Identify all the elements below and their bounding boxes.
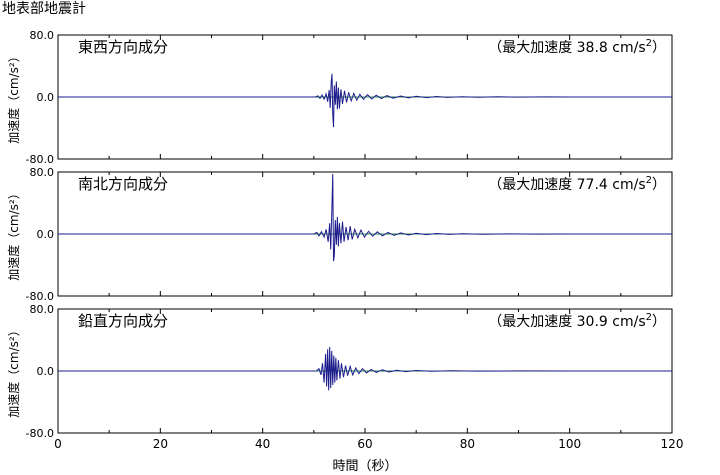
peak-acceleration-label: （最大加速度 38.8 cm/s2） — [488, 38, 666, 56]
x-tick-label: 40 — [255, 437, 270, 451]
x-tick-label: 120 — [661, 437, 684, 451]
y-tick-label: -80.0 — [26, 427, 54, 440]
panel-title: 鉛直方向成分 — [78, 312, 168, 330]
x-tick-label: 0 — [54, 437, 62, 451]
y-tick-label: 80.0 — [30, 29, 55, 42]
y-axis-label: 加速度（cm/s²） — [6, 50, 21, 143]
y-tick-label: 80.0 — [30, 303, 55, 316]
y-tick-label: 80.0 — [30, 166, 55, 179]
page-title: 地表部地震計 — [2, 1, 86, 17]
x-axis-label: 時間（秒） — [332, 459, 397, 474]
peak-acceleration-label: （最大加速度 30.9 cm/s2） — [488, 312, 666, 330]
chart-panel-2: 80.0 0.0 -80.0 加速度（cm/s²） 南北方向成分 （最大加速度 77.4 … — [6, 166, 673, 303]
y-axis-label: 加速度（cm/s²） — [6, 324, 21, 417]
x-tick-label: 20 — [153, 437, 168, 451]
waveform-trace — [58, 347, 672, 391]
x-tick-label: 60 — [357, 437, 372, 451]
x-tick-label: 80 — [460, 437, 475, 451]
waveform-trace — [58, 173, 672, 262]
y-tick-label: 0.0 — [37, 91, 55, 104]
x-tick-label: 100 — [558, 437, 581, 451]
y-tick-label: -80.0 — [26, 290, 54, 303]
panel-title: 東西方向成分 — [78, 38, 168, 56]
y-axis-label: 加速度（cm/s²） — [6, 187, 21, 280]
chart-panel-3: 80.0 0.0 -80.00 20 40 60 80 100 120 加速度（cm/s²） 鉛直方… — [6, 303, 683, 451]
y-tick-label: 0.0 — [37, 365, 55, 378]
y-tick-label: 0.0 — [37, 228, 55, 241]
waveform-trace — [58, 73, 672, 128]
y-tick-label: -80.0 — [26, 153, 54, 166]
chart-panels: 80.0 0.0 -80.0 加速度（cm/s²） 東西方向成分 （最大加速度 38.8 … — [6, 29, 683, 451]
chart-panel-1: 80.0 0.0 -80.0 加速度（cm/s²） 東西方向成分 （最大加速度 38.8 … — [6, 29, 673, 166]
panel-title: 南北方向成分 — [78, 175, 168, 193]
peak-acceleration-label: （最大加速度 77.4 cm/s2） — [488, 175, 666, 193]
